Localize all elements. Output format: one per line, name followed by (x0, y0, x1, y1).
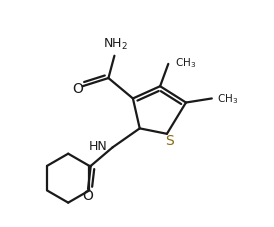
Text: S: S (165, 133, 174, 147)
Text: HN: HN (88, 139, 107, 152)
Text: CH$_3$: CH$_3$ (175, 56, 196, 70)
Text: NH$_2$: NH$_2$ (103, 37, 128, 52)
Text: O: O (72, 81, 83, 95)
Text: O: O (82, 188, 93, 202)
Text: CH$_3$: CH$_3$ (217, 92, 238, 105)
